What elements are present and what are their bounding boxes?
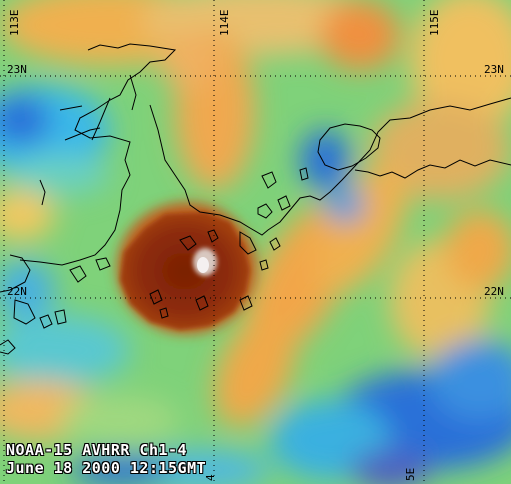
caption-datetime: June 18 2000 12:15GMT [6, 459, 207, 477]
longitude-label-115e: 115E [428, 9, 441, 37]
longitude-label-bottom-115: 5E [404, 467, 417, 481]
longitude-label-114e: 114E [218, 9, 231, 37]
storm-cell [117, 202, 257, 334]
coastline [0, 43, 511, 355]
caption-satellite: NOAA-15 AVHRR Ch1-4 [6, 441, 188, 459]
longitude-label-bottom-114: 4 [204, 474, 217, 481]
latitude-label-22n-right: 22N [484, 285, 504, 298]
latitude-label-23n-left: 23N [7, 63, 27, 76]
longitude-label-113e: 113E [8, 9, 21, 37]
latitude-label-23n-right: 23N [484, 63, 504, 76]
latitude-label-22n-left: 22N [7, 285, 27, 298]
